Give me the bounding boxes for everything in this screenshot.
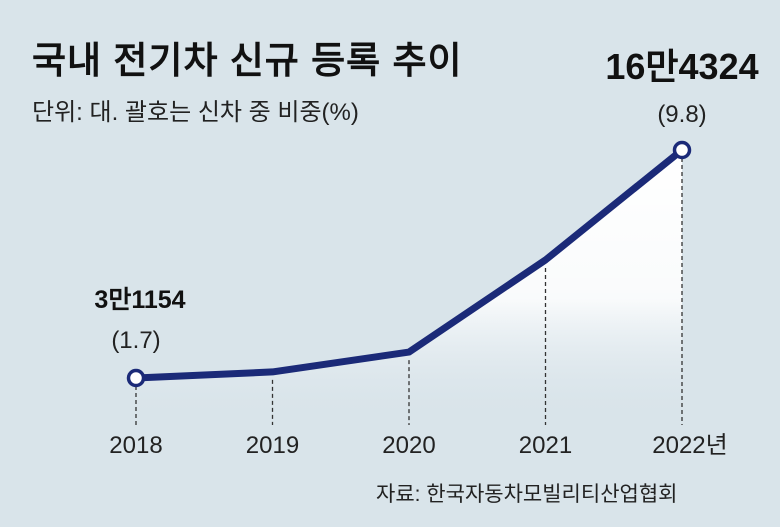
x-tick-label: 2022년 [652, 432, 727, 459]
data-label-value: 3만1154 [94, 286, 185, 314]
chart-title: 국내 전기차 신규 등록 추이 [32, 40, 463, 81]
data-point-2022년 [672, 140, 692, 160]
x-tick-label: 2019 [246, 432, 299, 459]
area-fill [136, 150, 682, 420]
chart-source: 자료: 한국자동차모빌리티산업협회 [376, 483, 678, 506]
data-label-share: (1.7) [111, 327, 160, 354]
chart-subtitle: 단위: 대. 괄호는 신차 중 비중(%) [32, 99, 359, 126]
data-point-2018 [126, 368, 146, 388]
x-tick-label: 2020 [382, 432, 435, 459]
x-tick-label: 2018 [109, 432, 162, 459]
data-label-share: (9.8) [657, 101, 706, 128]
series-line [135, 147, 685, 382]
data-label-value: 16만4324 [605, 46, 758, 87]
x-tick-label: 2021 [519, 432, 572, 459]
